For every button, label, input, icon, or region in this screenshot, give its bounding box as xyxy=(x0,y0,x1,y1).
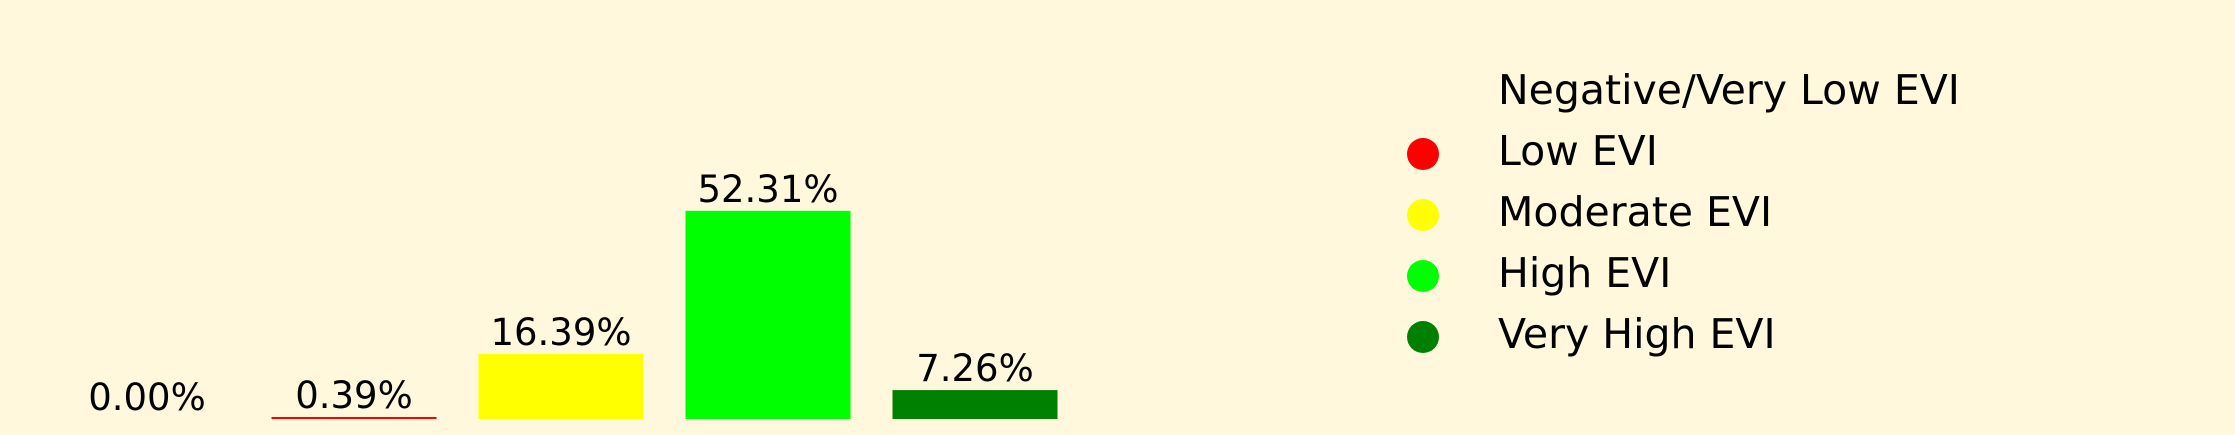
bar-label-moderate-evi: 16.39% xyxy=(490,311,631,354)
legend-marker-moderate-evi xyxy=(1407,199,1439,231)
legend-marker-low-evi xyxy=(1407,138,1439,170)
legend-marker-very-high-evi xyxy=(1407,321,1439,353)
legend-label-low-evi: Low EVI xyxy=(1498,127,1658,175)
bar-label-low-evi: 0.39% xyxy=(295,374,413,417)
legend-item-low-evi: Low EVI xyxy=(1407,127,1658,175)
legend-item-negative-very-low-evi: Negative/Very Low EVI xyxy=(1498,66,1960,114)
bar-very-high-evi xyxy=(892,390,1058,419)
bar-labels-group: 0.00% 0.39% 16.39% 52.31% 7.26% xyxy=(88,168,1034,419)
legend: Negative/Very Low EVI Low EVI Moderate EVI… xyxy=(1407,66,1960,358)
legend-label-very-high-evi: Very High EVI xyxy=(1498,310,1776,358)
bar-label-negative-very-low-evi: 0.00% xyxy=(88,376,206,419)
bar-low-evi xyxy=(271,417,437,419)
legend-label-moderate-evi: Moderate EVI xyxy=(1498,188,1772,236)
bar-high-evi xyxy=(685,210,851,419)
bar-label-very-high-evi: 7.26% xyxy=(916,347,1034,390)
legend-item-high-evi: High EVI xyxy=(1407,249,1671,297)
legend-item-moderate-evi: Moderate EVI xyxy=(1407,188,1772,236)
bars-group xyxy=(271,210,1058,419)
legend-item-very-high-evi: Very High EVI xyxy=(1407,310,1776,358)
bar-moderate-evi xyxy=(478,353,644,419)
legend-label-high-evi: High EVI xyxy=(1498,249,1671,297)
legend-label-negative-very-low-evi: Negative/Very Low EVI xyxy=(1498,66,1960,114)
legend-marker-high-evi xyxy=(1407,260,1439,292)
bar-label-high-evi: 52.31% xyxy=(697,168,838,211)
